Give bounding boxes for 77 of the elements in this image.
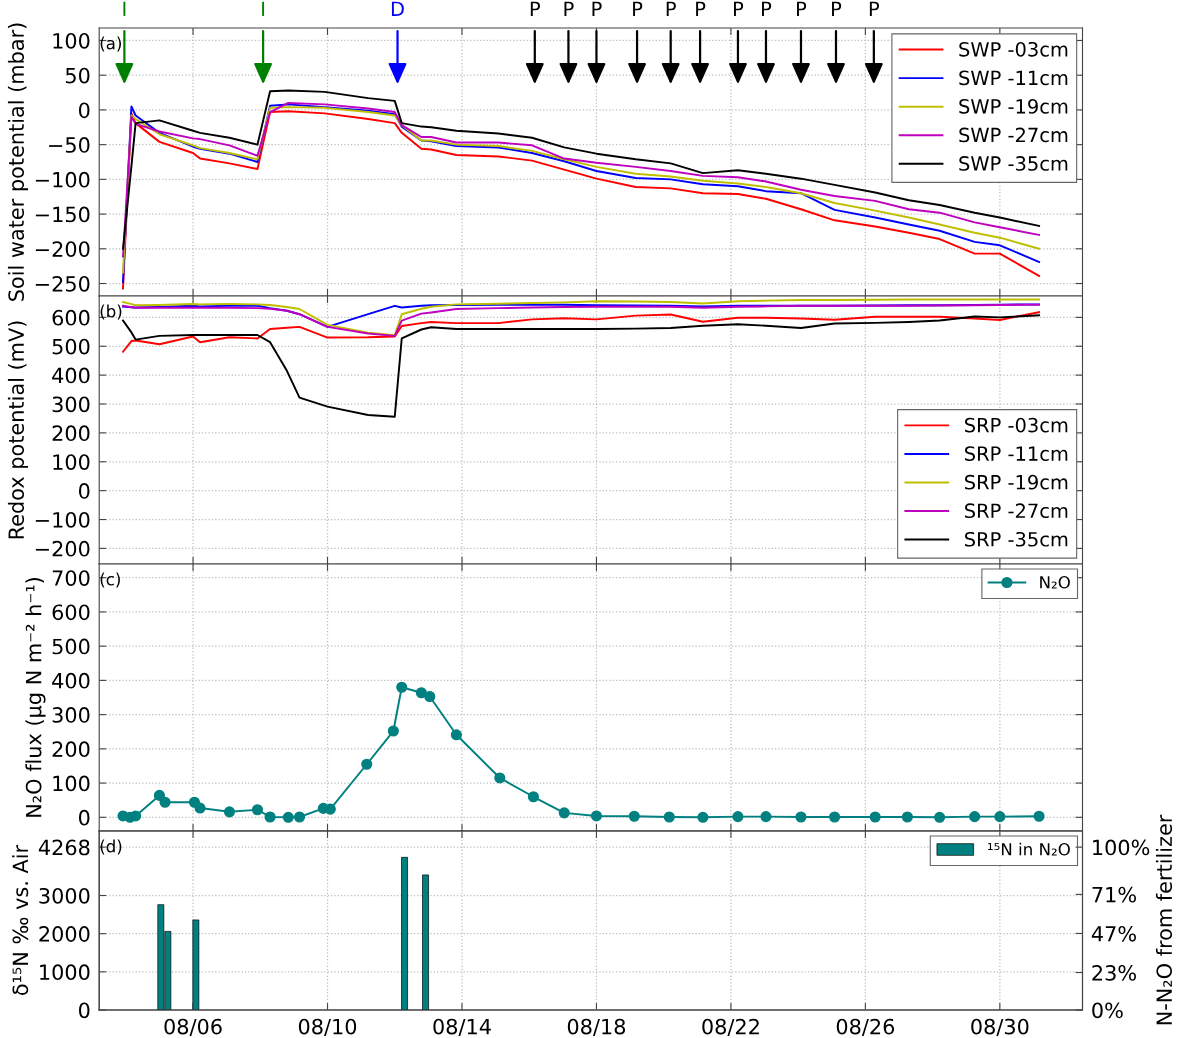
legend-label: N₂O <box>1040 575 1070 589</box>
y-tick-label: 300 <box>52 396 90 413</box>
y2-tick-label: 47% <box>1091 925 1136 942</box>
y2-tick-label: 23% <box>1092 964 1136 981</box>
y-tick-label: −250 <box>35 275 90 292</box>
annotation: (b) <box>100 304 122 320</box>
y-tick-label: −50 <box>49 137 90 153</box>
y-tick-label: 400 <box>52 367 90 384</box>
text: P <box>734 1 744 16</box>
legend-label: SRP -35cm <box>965 531 1068 547</box>
y-tick-label: −150 <box>35 206 90 223</box>
y2-tick-label: 100% <box>1093 839 1150 856</box>
y-tick-label: 0 <box>78 809 90 826</box>
y-tick-label: 200 <box>52 425 90 442</box>
text: P <box>633 1 643 16</box>
text: P <box>869 1 880 16</box>
legend-label: SWP -35cm <box>959 156 1068 171</box>
y-axis-title: Redox potential (mV) <box>7 321 29 539</box>
x-tick-label: 08/18 <box>567 1018 626 1037</box>
y-tick-label: 3000 <box>39 887 90 904</box>
y-tick-label: 0 <box>78 483 90 499</box>
text: D <box>391 1 404 16</box>
y-tick-label: 4268 <box>38 839 90 856</box>
x-tick-label: 08/22 <box>702 1018 759 1037</box>
text: P <box>696 1 706 16</box>
x-tick-label: 08/26 <box>836 1018 895 1037</box>
annotation: (d) <box>100 839 122 855</box>
y2-tick-label: 0% <box>1092 1002 1123 1019</box>
y-tick-label: 100 <box>53 775 90 792</box>
legend-label: SWP -11cm <box>959 70 1068 86</box>
y-tick-label: −200 <box>35 241 90 257</box>
text: P <box>797 1 807 16</box>
y-tick-label: 500 <box>52 638 90 655</box>
x-tick-label: 08/06 <box>164 1018 222 1037</box>
y-tick-label: 700 <box>52 570 90 586</box>
y-tick-label: 200 <box>52 741 90 758</box>
text: P <box>592 1 602 16</box>
legend-label: SRP -03cm <box>965 417 1068 433</box>
text: P <box>564 1 574 16</box>
y-tick-label: 300 <box>52 707 90 723</box>
legend-label: ¹⁵N in N₂O <box>988 842 1070 856</box>
y-axis-title: N₂O flux (μg N m⁻² h⁻¹) <box>25 577 46 817</box>
y-tick-label: −200 <box>35 540 90 557</box>
text: I <box>123 1 126 16</box>
y-tick-label: −100 <box>35 511 90 528</box>
annotation: (a) <box>100 36 121 52</box>
y2-axis-title: N-N₂O from fertilizer <box>1155 814 1173 1025</box>
text: P <box>762 1 772 16</box>
legend-label: SRP -19cm <box>965 474 1068 490</box>
text: P <box>832 1 842 16</box>
text: P <box>666 1 676 16</box>
y-tick-label: 0 <box>78 1002 90 1019</box>
legend-label: SRP -11cm <box>965 446 1068 461</box>
text: P <box>530 1 540 16</box>
y-tick-label: 1000 <box>40 964 90 981</box>
legend-label: SWP -27cm <box>959 127 1068 143</box>
legend-label: SWP -19cm <box>959 99 1068 114</box>
legend-label: SWP -03cm <box>959 41 1068 57</box>
y-axis-title: Soil water potential (mbar) <box>7 23 29 301</box>
y-tick-label: 50 <box>65 67 90 84</box>
y-tick-label: 100 <box>53 454 90 470</box>
y2-tick-label: 71% <box>1092 886 1136 903</box>
y-tick-label: −100 <box>35 171 90 188</box>
x-tick-label: 08/14 <box>433 1018 491 1037</box>
y-tick-label: 100 <box>53 32 90 49</box>
y-tick-label: 400 <box>52 672 90 689</box>
y-tick-label: 600 <box>52 309 90 326</box>
y-axis-title: δ¹⁵N ‰ vs. Air <box>12 844 29 995</box>
annotation: (c) <box>100 572 120 588</box>
x-tick-label: 08/30 <box>971 1018 1029 1037</box>
y-tick-label: 2000 <box>39 926 90 942</box>
y-tick-label: 0 <box>78 102 90 119</box>
y-tick-label: 500 <box>52 338 90 355</box>
y-tick-label: 600 <box>52 604 90 621</box>
x-tick-label: 08/10 <box>298 1018 357 1037</box>
text: I <box>262 1 265 16</box>
legend-label: SRP -27cm <box>965 503 1068 519</box>
